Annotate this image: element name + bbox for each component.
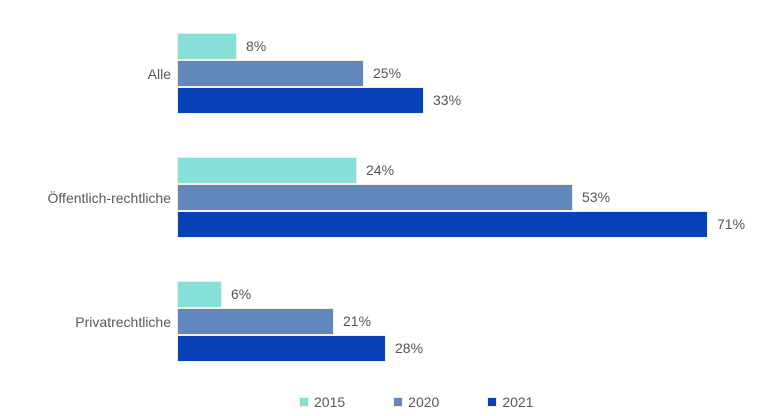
value-label: 28%	[395, 340, 424, 356]
value-label: 6%	[231, 286, 252, 302]
legend-item-2021[interactable]: 2021	[487, 394, 533, 410]
bar-2021[interactable]	[177, 335, 386, 362]
value-label: 33%	[433, 92, 462, 108]
legend-swatch-icon	[299, 397, 309, 407]
category-group: Öffentlich-rechtliche 24% 53% 71%	[0, 157, 769, 238]
legend-item-2020[interactable]: 2020	[393, 394, 439, 410]
bar-2020[interactable]	[177, 60, 364, 87]
category-label: Öffentlich-rechtliche	[47, 189, 171, 206]
legend-label: 2021	[502, 394, 534, 410]
bar-2021[interactable]	[177, 87, 424, 114]
value-label: 25%	[373, 65, 402, 81]
bar-2015[interactable]	[177, 157, 357, 184]
category-group: Privatrechtliche 6% 21% 28%	[0, 281, 769, 362]
value-label: 71%	[717, 216, 746, 232]
bar-2020[interactable]	[177, 184, 573, 211]
bar-2015[interactable]	[177, 281, 222, 308]
value-label: 21%	[343, 313, 372, 329]
value-label: 8%	[246, 38, 267, 54]
category-group: Alle 8% 25% 33%	[0, 33, 769, 114]
value-label: 53%	[582, 189, 611, 205]
legend-item-2015[interactable]: 2015	[299, 394, 345, 410]
bar-2015[interactable]	[177, 33, 237, 60]
bar-2021[interactable]	[177, 211, 708, 238]
bar-2020[interactable]	[177, 308, 334, 335]
legend-swatch-icon	[393, 397, 404, 407]
value-label: 24%	[366, 162, 395, 178]
legend-label: 2015	[314, 394, 346, 410]
category-label: Alle	[147, 65, 171, 82]
legend: 2015 2020 2021	[299, 394, 533, 410]
legend-swatch-icon	[487, 397, 498, 407]
legend-label: 2020	[408, 394, 440, 410]
category-label: Privatrechtliche	[75, 313, 171, 330]
